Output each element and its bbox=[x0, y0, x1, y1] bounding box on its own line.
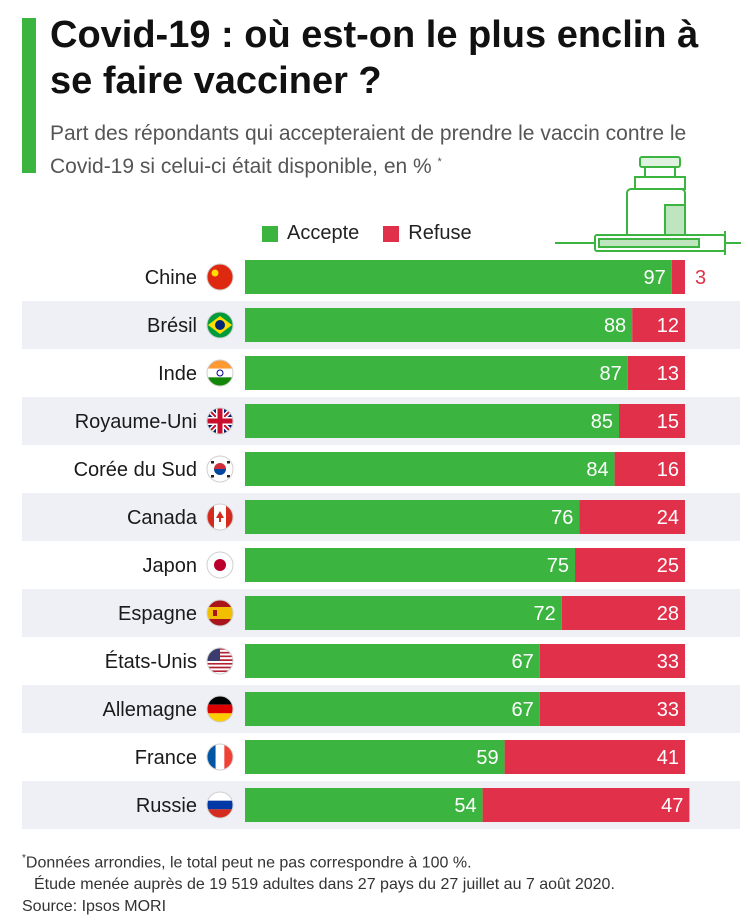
data-label-accept: 54 bbox=[454, 795, 476, 817]
bar-accept bbox=[245, 260, 672, 294]
legend-swatch-refuse bbox=[383, 225, 400, 242]
bar-accept bbox=[245, 548, 575, 582]
bar-refuse bbox=[671, 260, 685, 294]
data-label-accept: 97 bbox=[644, 267, 666, 289]
bar-accept bbox=[245, 500, 580, 534]
data-label-accept: 59 bbox=[476, 747, 498, 769]
footnote: *Données arrondies, le total peut ne pas… bbox=[22, 848, 742, 918]
footnote-line-1: *Données arrondies, le total peut ne pas… bbox=[22, 848, 742, 874]
data-label-refuse: 16 bbox=[657, 459, 679, 481]
category-label: Allemagne bbox=[102, 699, 197, 721]
data-label-refuse: 15 bbox=[657, 411, 679, 433]
bar-refuse bbox=[632, 308, 685, 342]
category-label: Chine bbox=[145, 267, 197, 289]
bar-accept bbox=[245, 452, 615, 486]
china-flag-icon bbox=[206, 263, 234, 291]
data-label-refuse: 33 bbox=[657, 699, 679, 721]
france-flag-icon bbox=[206, 743, 234, 771]
data-label-accept: 76 bbox=[551, 507, 573, 529]
data-label-accept: 75 bbox=[547, 555, 569, 577]
bar-accept bbox=[245, 356, 628, 390]
bar-refuse bbox=[539, 692, 685, 726]
usa-flag-icon bbox=[206, 647, 234, 675]
category-label: Brésil bbox=[147, 315, 197, 337]
legend: Accepte Refuse bbox=[262, 222, 496, 245]
data-label-refuse: 24 bbox=[657, 507, 679, 529]
chart-title: Covid-19 : où est-on le plus enclin à se… bbox=[50, 14, 699, 102]
stacked-bar-chart: Chine 97 3 Brésil 88 12 Inde 87 13 Royaume-Uni 85 1… bbox=[22, 260, 740, 829]
bar-refuse bbox=[504, 740, 685, 774]
bar-refuse bbox=[575, 548, 685, 582]
syringe-vial-icon bbox=[555, 156, 741, 255]
bar-accept bbox=[245, 740, 505, 774]
brazil-flag-icon bbox=[206, 311, 234, 339]
data-label-refuse: 33 bbox=[657, 651, 679, 673]
data-label-refuse: 25 bbox=[657, 555, 679, 577]
subtitle-text: Part des répondants qui accepteraient de… bbox=[50, 122, 687, 178]
bar-refuse bbox=[482, 788, 690, 822]
bar-accept bbox=[245, 692, 540, 726]
data-label-refuse: 3 bbox=[695, 267, 706, 289]
russia-flag-icon bbox=[206, 791, 234, 819]
category-label: France bbox=[135, 747, 197, 769]
source-text: Source: Ipsos MORI bbox=[22, 898, 167, 916]
category-label: Russie bbox=[136, 795, 197, 817]
data-label-refuse: 47 bbox=[661, 795, 683, 817]
data-label-accept: 88 bbox=[604, 315, 626, 337]
category-label: Espagne bbox=[118, 603, 197, 625]
footnote-mark: * bbox=[22, 853, 26, 864]
spain-flag-icon bbox=[206, 599, 234, 627]
legend-item-accept: Accepte bbox=[262, 222, 359, 245]
uk-flag-icon bbox=[206, 407, 234, 435]
title-accent-bar bbox=[22, 18, 36, 173]
data-label-accept: 67 bbox=[512, 699, 534, 721]
japan-flag-icon bbox=[206, 551, 234, 579]
legend-item-refuse: Refuse bbox=[383, 222, 472, 245]
legend-label-refuse: Refuse bbox=[408, 222, 472, 244]
category-label: Canada bbox=[127, 507, 198, 529]
data-label-refuse: 41 bbox=[657, 747, 679, 769]
footnote-note-2: Étude menée auprès de 19 519 adultes dan… bbox=[34, 876, 615, 894]
data-label-accept: 87 bbox=[600, 363, 622, 385]
bar-refuse bbox=[579, 500, 685, 534]
data-label-refuse: 28 bbox=[657, 603, 679, 625]
legend-label-accept: Accepte bbox=[287, 222, 360, 244]
bar-accept bbox=[245, 644, 540, 678]
india-flag-icon bbox=[206, 359, 234, 387]
category-label: Inde bbox=[158, 363, 197, 385]
bar-accept bbox=[245, 404, 619, 438]
canada-flag-icon bbox=[206, 503, 234, 531]
category-label: Japon bbox=[143, 555, 198, 577]
bar-accept bbox=[245, 596, 562, 630]
bar-accept bbox=[245, 788, 483, 822]
data-label-accept: 67 bbox=[512, 651, 534, 673]
bar-refuse bbox=[561, 596, 685, 630]
bar-refuse bbox=[619, 404, 685, 438]
category-label: Corée du Sud bbox=[74, 459, 197, 481]
chart-subtitle: Part des répondants qui accepteraient de… bbox=[50, 120, 740, 181]
data-label-refuse: 13 bbox=[657, 363, 679, 385]
bar-refuse bbox=[614, 452, 685, 486]
legend-swatch-accept bbox=[262, 225, 278, 242]
data-label-accept: 84 bbox=[586, 459, 608, 481]
bar-refuse bbox=[627, 356, 685, 390]
subtitle-footnote-mark: * bbox=[437, 156, 442, 168]
south-korea-flag-icon bbox=[206, 455, 234, 483]
bar-refuse bbox=[539, 644, 685, 678]
category-label: Royaume-Uni bbox=[75, 411, 197, 433]
germany-flag-icon bbox=[206, 695, 234, 723]
footnote-note-1: Données arrondies, le total peut ne pas … bbox=[25, 854, 472, 872]
data-label-accept: 72 bbox=[534, 603, 556, 625]
bar-accept bbox=[245, 308, 633, 342]
data-label-accept: 85 bbox=[591, 411, 613, 433]
category-label: États-Unis bbox=[105, 650, 197, 673]
data-label-refuse: 12 bbox=[657, 315, 679, 337]
